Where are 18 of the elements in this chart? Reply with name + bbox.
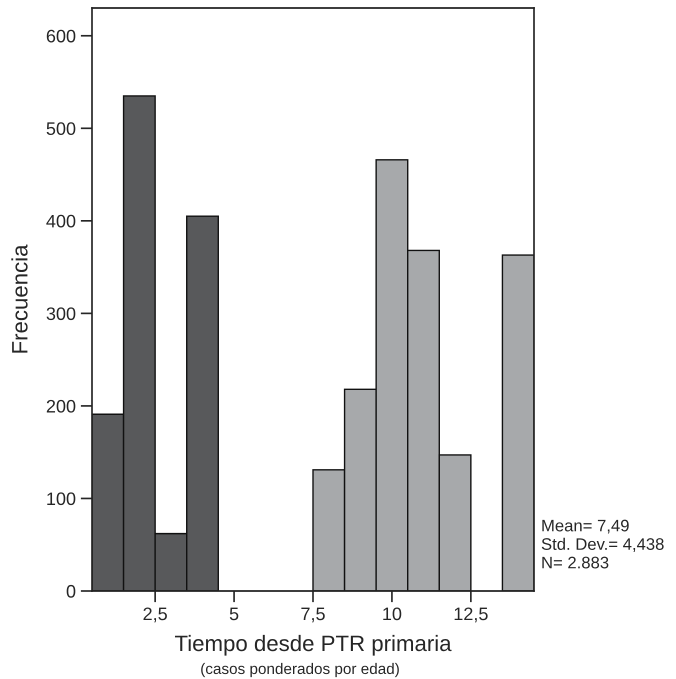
x-tick-label: 7,5 <box>301 608 325 622</box>
y-tick-label: 200 <box>46 400 76 413</box>
x-tick-label: 2,5 <box>144 607 167 622</box>
y-tick-label: 500 <box>46 122 76 136</box>
y-tick-label: 600 <box>46 30 76 42</box>
x-tick-label: 12,5 <box>454 607 488 622</box>
y-axis-title: Frecuencia <box>11 244 28 353</box>
text: N= 2.883 <box>542 556 608 568</box>
y-tick-label: 400 <box>46 214 76 228</box>
text: Std. Dev.= 4,438 <box>542 538 664 552</box>
x-axis-title: Tiempo desde PTR primaria <box>174 634 452 656</box>
x-tick-label: 5 <box>230 608 238 620</box>
y-tick-label: 300 <box>46 307 76 320</box>
x-tick-label: 10 <box>383 607 402 620</box>
text: Mean= 7,49 <box>542 520 629 534</box>
y-tick-label: 100 <box>47 492 76 506</box>
text: (casos ponderados por edad) <box>201 662 399 678</box>
y-tick-label: 0 <box>66 584 76 598</box>
